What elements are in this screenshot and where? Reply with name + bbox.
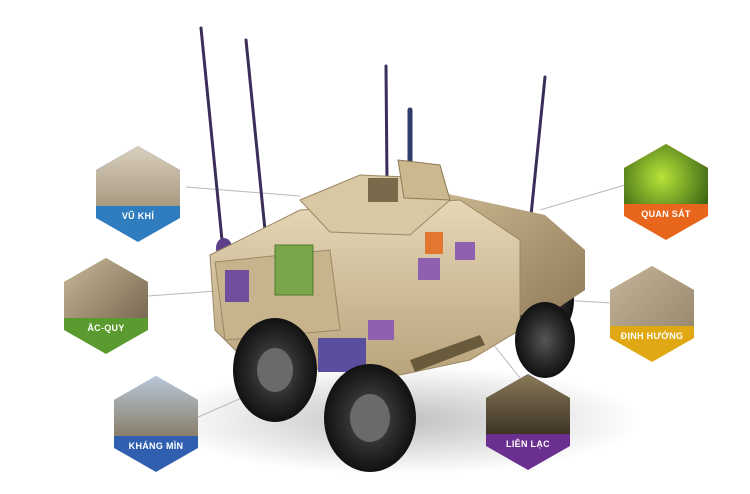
hex-weapons-label: VŨ KHÍ (121, 210, 155, 221)
hex-observation-label: QUAN SÁT (641, 208, 691, 219)
feature-hex-comms[interactable]: LIÊN LẠC (482, 370, 574, 474)
hex-comms-label: LIÊN LẠC (506, 438, 550, 449)
hex-navigation-inner: ĐỊNH HƯỚNG (610, 266, 694, 362)
hex-mine-label: KHÁNG MÌN (128, 440, 184, 451)
feature-hex-observation[interactable]: QUAN SÁT (620, 140, 712, 244)
hex-mine-band: KHÁNG MÌN (114, 436, 198, 472)
hex-battery-inner: ẮC-QUY (64, 258, 148, 354)
hex-weapons-inner: VŨ KHÍ (96, 146, 180, 242)
hex-battery-band: ẮC-QUY (64, 318, 148, 354)
hex-navigation-label: ĐỊNH HƯỚNG (620, 330, 684, 341)
hex-weapons-band: VŨ KHÍ (96, 206, 180, 242)
hex-comms-band: LIÊN LẠC (486, 434, 570, 470)
hex-comms-inner: LIÊN LẠC (486, 374, 570, 470)
hex-battery-label: ẮC-QUY (87, 322, 125, 333)
hex-observation-band: QUAN SÁT (624, 204, 708, 240)
hex-mine-inner: KHÁNG MÌN (114, 376, 198, 472)
hex-observation-inner: QUAN SÁT (624, 144, 708, 240)
hex-navigation-band: ĐỊNH HƯỚNG (610, 326, 694, 362)
